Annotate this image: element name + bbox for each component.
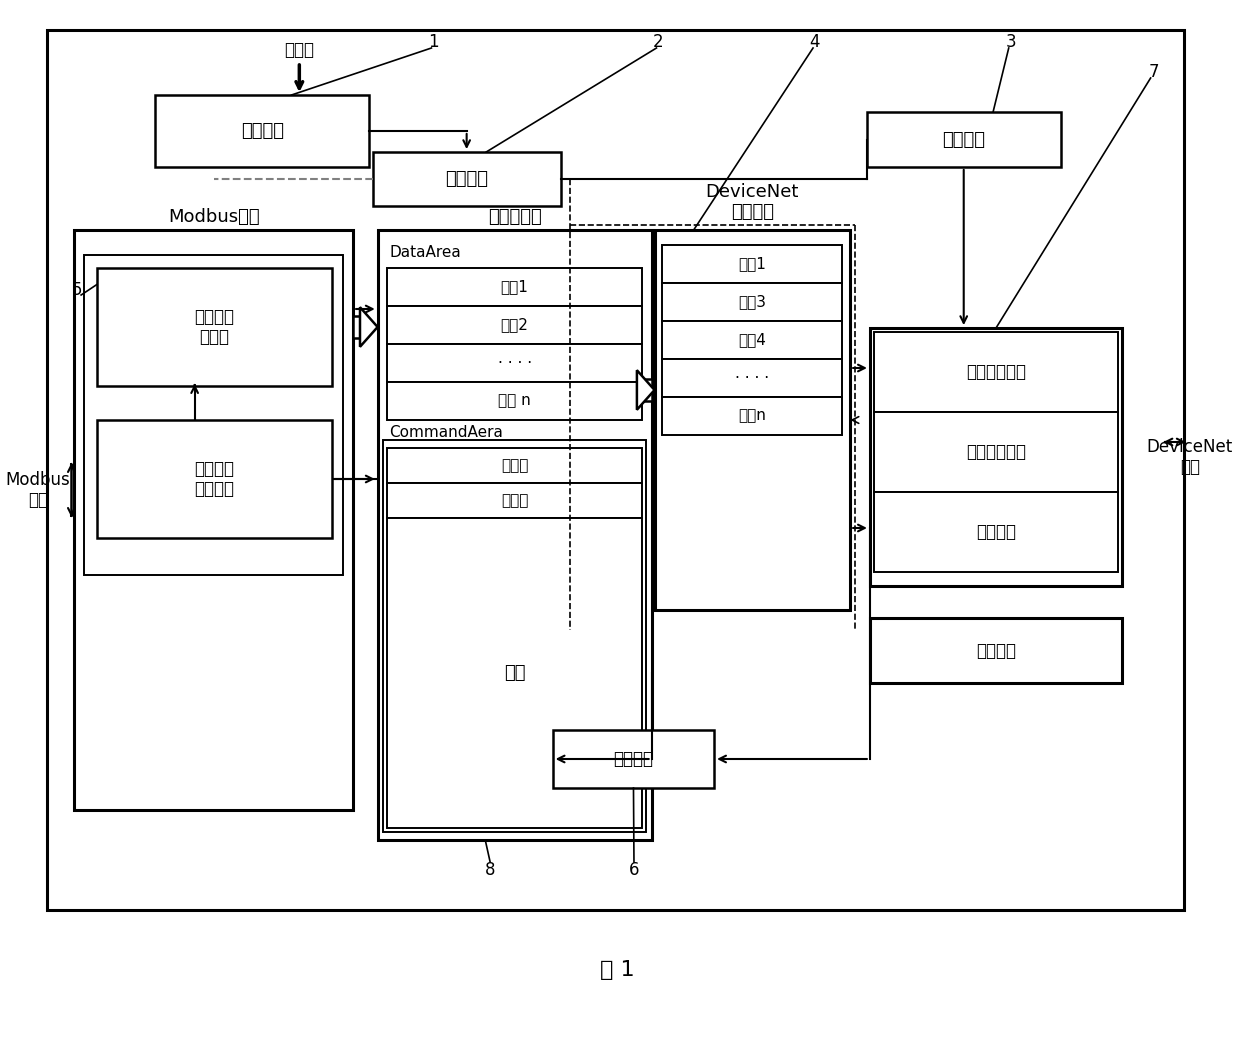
Text: 单元 n: 单元 n	[498, 394, 531, 409]
Bar	[74, 230, 353, 810]
Bar	[874, 332, 1118, 412]
Text: 单元属性: 单元属性	[445, 170, 489, 188]
Text: 配置口: 配置口	[284, 41, 314, 59]
Bar	[383, 440, 646, 832]
Text: DeviceNet
应用对象: DeviceNet 应用对象	[706, 183, 799, 222]
Text: Modbus主站: Modbus主站	[167, 208, 259, 226]
Bar	[387, 268, 642, 306]
Text: 非周期性
扫描列表: 非周期性 扫描列表	[195, 460, 234, 498]
Bar	[373, 152, 560, 206]
Text: 周期性扫
描列表: 周期性扫 描列表	[195, 307, 234, 346]
Bar	[155, 95, 368, 167]
Text: 组合对象实例: 组合对象实例	[966, 363, 1025, 381]
Bar	[387, 344, 642, 382]
Bar	[662, 321, 842, 359]
Text: 1: 1	[428, 33, 439, 51]
Bar	[84, 255, 343, 575]
Polygon shape	[360, 307, 378, 347]
Text: 连接对象: 连接对象	[976, 522, 1016, 541]
Bar	[637, 379, 651, 401]
Bar	[662, 283, 842, 321]
Text: DeviceNet
网络: DeviceNet 网络	[1147, 438, 1233, 477]
Bar	[387, 382, 642, 420]
Text: 参数对象实例: 参数对象实例	[966, 443, 1025, 461]
Text: 7: 7	[1148, 63, 1159, 82]
Text: 协议映射区: 协议映射区	[487, 208, 542, 226]
Bar	[378, 230, 651, 840]
Text: 实例1: 实例1	[739, 256, 766, 272]
Bar	[874, 412, 1118, 492]
Bar	[387, 448, 642, 483]
Text: 其他对象: 其他对象	[976, 642, 1016, 659]
Text: 属性n: 属性n	[739, 409, 766, 423]
Bar	[97, 268, 331, 386]
Text: 配置文件: 配置文件	[241, 122, 284, 140]
Bar	[662, 359, 842, 397]
Polygon shape	[637, 370, 655, 410]
Bar	[869, 618, 1122, 683]
Text: 2: 2	[653, 33, 663, 51]
Text: Modbus
网络: Modbus 网络	[6, 470, 71, 509]
Text: 6: 6	[629, 861, 640, 879]
Text: 单元号: 单元号	[501, 493, 528, 508]
Text: · · · ·: · · · ·	[735, 371, 770, 386]
Text: 路径配置: 路径配置	[942, 131, 986, 148]
Bar	[387, 483, 642, 518]
Text: 状态字: 状态字	[501, 458, 528, 473]
Bar	[387, 518, 642, 828]
Text: 数据: 数据	[503, 664, 526, 682]
Text: 8: 8	[485, 861, 496, 879]
Text: 属性4: 属性4	[739, 332, 766, 348]
Text: · · · ·: · · · ·	[497, 355, 532, 371]
Text: 属性3: 属性3	[738, 295, 766, 309]
Bar	[874, 492, 1118, 572]
Text: 5: 5	[72, 281, 83, 299]
Text: 单元1: 单元1	[501, 279, 528, 295]
Text: DataArea: DataArea	[389, 245, 461, 259]
Bar	[867, 112, 1060, 167]
Text: 单元2: 单元2	[501, 318, 528, 332]
Text: 命令转换: 命令转换	[614, 750, 653, 768]
Bar	[387, 306, 642, 344]
Bar	[655, 230, 851, 610]
Bar	[869, 328, 1122, 586]
Bar	[47, 30, 1184, 910]
Text: 3: 3	[1006, 33, 1016, 51]
Text: 4: 4	[810, 33, 820, 51]
Text: 图 1: 图 1	[600, 960, 635, 980]
Bar	[553, 730, 714, 788]
Text: CommandAera: CommandAera	[389, 424, 503, 440]
Bar	[97, 420, 331, 538]
Bar	[662, 397, 842, 435]
Bar	[662, 245, 842, 283]
Bar	[353, 316, 360, 338]
